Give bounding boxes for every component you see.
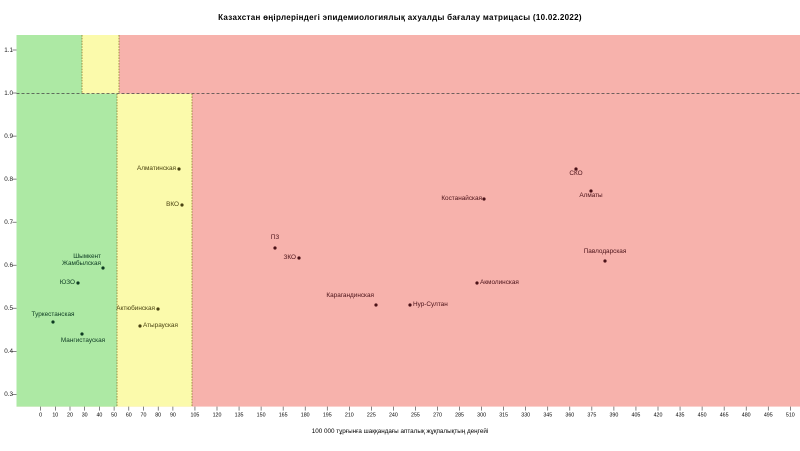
svg-text:480: 480 <box>742 413 751 419</box>
svg-text:420: 420 <box>654 413 663 419</box>
svg-text:105: 105 <box>191 413 200 419</box>
svg-text:330: 330 <box>521 413 530 419</box>
svg-text:20: 20 <box>67 413 73 419</box>
svg-text:225: 225 <box>367 413 376 419</box>
svg-text:435: 435 <box>676 413 685 419</box>
svg-text:240: 240 <box>389 413 398 419</box>
svg-text:510: 510 <box>786 413 795 419</box>
svg-text:450: 450 <box>698 413 707 419</box>
svg-text:465: 465 <box>720 413 729 419</box>
svg-text:30: 30 <box>82 413 88 419</box>
svg-text:195: 195 <box>323 413 332 419</box>
svg-text:165: 165 <box>279 413 288 419</box>
svg-text:150: 150 <box>257 413 266 419</box>
svg-text:345: 345 <box>543 413 552 419</box>
svg-text:270: 270 <box>433 413 442 419</box>
svg-text:390: 390 <box>609 413 618 419</box>
svg-text:405: 405 <box>632 413 641 419</box>
svg-text:255: 255 <box>411 413 420 419</box>
svg-text:180: 180 <box>301 413 310 419</box>
svg-text:60: 60 <box>126 413 132 419</box>
svg-text:40: 40 <box>96 413 102 419</box>
svg-text:90: 90 <box>170 413 176 419</box>
svg-text:315: 315 <box>499 413 508 419</box>
svg-text:360: 360 <box>565 413 574 419</box>
svg-text:50: 50 <box>111 413 117 419</box>
svg-text:495: 495 <box>764 413 773 419</box>
svg-text:375: 375 <box>587 413 596 419</box>
svg-text:70: 70 <box>141 413 147 419</box>
svg-text:285: 285 <box>455 413 464 419</box>
svg-text:300: 300 <box>477 413 486 419</box>
svg-text:10: 10 <box>52 413 58 419</box>
svg-text:210: 210 <box>345 413 354 419</box>
svg-text:120: 120 <box>213 413 222 419</box>
svg-text:80: 80 <box>155 413 161 419</box>
svg-text:0: 0 <box>39 413 42 419</box>
svg-text:135: 135 <box>235 413 244 419</box>
